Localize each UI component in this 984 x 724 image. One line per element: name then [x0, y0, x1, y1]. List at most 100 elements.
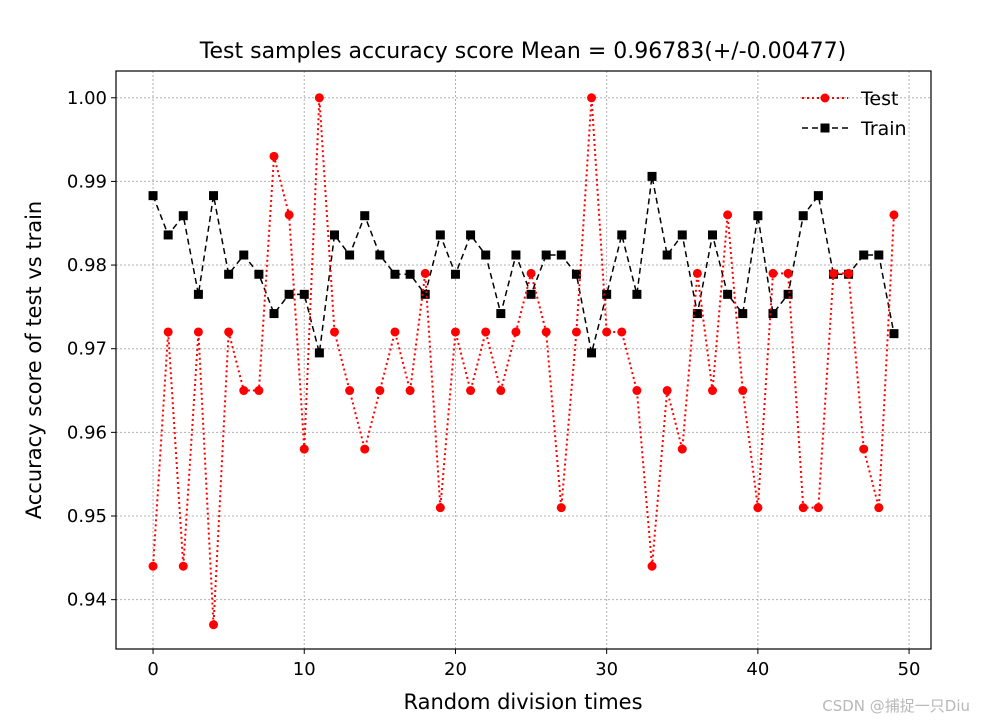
- legend: Test Train: [802, 88, 907, 140]
- tick-layer: 0 10 20 30 40 50 0.94 0.95 0.96 0.97 0.98 0.99 1.00: [67, 88, 921, 680]
- legend-train-label: Train: [860, 118, 907, 140]
- series-test-point: [828, 268, 838, 278]
- series-train-point: [602, 289, 612, 299]
- series-train-point: [193, 289, 203, 299]
- series-train-point: [209, 191, 219, 201]
- series-train-point: [329, 230, 339, 240]
- series-train-point: [360, 211, 370, 221]
- series-test-point: [178, 561, 188, 571]
- series-train-point: [768, 309, 778, 319]
- series-test-point: [345, 386, 355, 396]
- series-test-point: [375, 386, 385, 396]
- series-train-point: [738, 309, 748, 319]
- series-train-point: [798, 211, 808, 221]
- series-test-point: [556, 503, 566, 513]
- series-test-point: [738, 386, 748, 396]
- series-train-point: [632, 289, 642, 299]
- series-train-point: [375, 250, 385, 260]
- series-train-point: [813, 191, 823, 201]
- series-train-point: [481, 250, 491, 260]
- series-train-point: [571, 269, 581, 279]
- series-train-point: [511, 250, 521, 260]
- series-train-point: [723, 289, 733, 299]
- series-test-point: [813, 503, 823, 513]
- series-test-point: [435, 503, 445, 513]
- series-train-point: [662, 250, 672, 260]
- series-train-point: [466, 230, 476, 240]
- legend-test-marker: [820, 93, 830, 103]
- series-test-point: [632, 386, 642, 396]
- series-train-point: [345, 250, 355, 260]
- series-test-point: [239, 386, 249, 396]
- series-test-point: [360, 444, 370, 454]
- series-test-point: [209, 620, 219, 630]
- series-train-point: [284, 289, 294, 299]
- series-train-point: [874, 250, 884, 260]
- chart-title: Test samples accuracy score Mean = 0.967…: [199, 39, 846, 64]
- x-tick-label: 20: [444, 659, 467, 680]
- series-test-point: [677, 444, 687, 454]
- series-test-point: [496, 386, 506, 396]
- series-layer: [148, 93, 899, 630]
- series-test-point: [148, 561, 158, 571]
- series-train-point: [390, 269, 400, 279]
- series-test-point: [284, 210, 294, 220]
- y-tick-label: 0.95: [67, 506, 107, 527]
- series-test-point: [405, 386, 415, 396]
- series-test-point: [420, 268, 430, 278]
- series-train-point: [450, 269, 460, 279]
- x-tick-label: 50: [898, 659, 921, 680]
- legend-test-label: Test: [860, 88, 898, 110]
- series-train-point: [299, 289, 309, 299]
- series-test-point: [783, 268, 793, 278]
- series-train-point: [314, 348, 324, 358]
- x-tick-label: 40: [746, 659, 769, 680]
- grid-lines: [116, 71, 931, 649]
- series-test-point: [299, 444, 309, 454]
- series-train-point: [647, 171, 657, 181]
- series-train-point: [269, 309, 279, 319]
- series-test-point: [541, 327, 551, 337]
- series-train-point: [556, 250, 566, 260]
- y-tick-label: 0.98: [67, 255, 107, 276]
- series-train-point: [587, 348, 597, 358]
- legend-train-marker: [820, 123, 830, 133]
- series-train-point: [889, 329, 899, 339]
- series-test-point: [481, 327, 491, 337]
- series-train-point: [708, 230, 718, 240]
- series-test-point: [466, 386, 476, 396]
- series-test-point: [526, 268, 536, 278]
- series-train-point: [526, 289, 536, 299]
- series-test-point: [511, 327, 521, 337]
- series-train-point: [405, 269, 415, 279]
- series-train-point: [163, 230, 173, 240]
- x-axis-label: Random division times: [403, 690, 642, 714]
- series-train-point: [541, 250, 551, 260]
- series-train-point: [254, 269, 264, 279]
- series-train-point: [148, 191, 158, 201]
- y-tick-label: 0.96: [67, 422, 107, 443]
- series-train-point: [677, 230, 687, 240]
- series-test-point: [798, 503, 808, 513]
- series-test-line: [152, 97, 895, 625]
- series-test-point: [889, 210, 899, 220]
- series-test-point: [390, 327, 400, 337]
- series-test-point: [844, 268, 854, 278]
- series-test-point: [753, 503, 763, 513]
- series-test-point: [647, 561, 657, 571]
- series-test-point: [163, 327, 173, 337]
- series-test-point: [708, 386, 718, 396]
- series-train-point: [859, 250, 869, 260]
- series-train-point: [224, 269, 234, 279]
- y-tick-label: 0.97: [67, 339, 107, 360]
- series-test-point: [662, 386, 672, 396]
- series-test-point: [450, 327, 460, 337]
- series-test-point: [859, 444, 869, 454]
- y-tick-label: 1.00: [67, 88, 107, 109]
- series-train-point: [753, 211, 763, 221]
- x-tick-label: 0: [147, 659, 158, 680]
- series-test-point: [723, 210, 733, 220]
- series-test-point: [587, 93, 597, 103]
- series-train-point: [239, 250, 249, 260]
